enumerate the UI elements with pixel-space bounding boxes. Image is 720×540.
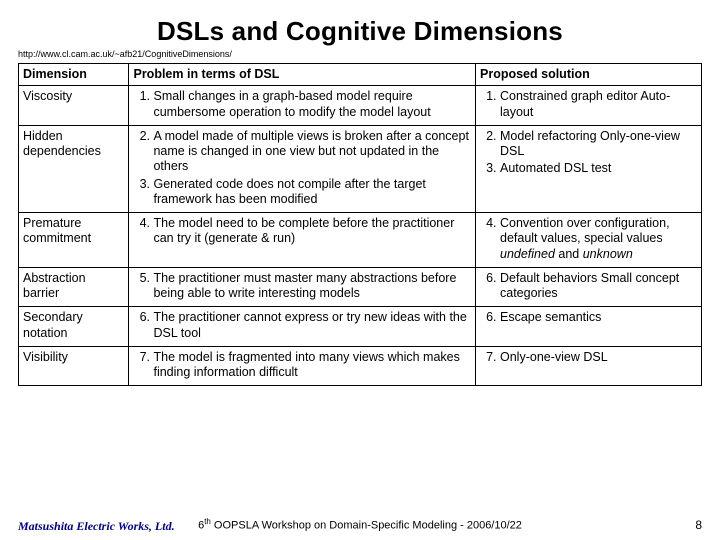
source-url: http://www.cl.cam.ac.uk/~afb21/Cognitive… (18, 49, 702, 59)
cell-solution: Convention over configuration, default v… (476, 213, 702, 268)
cell-problem: A model made of multiple views is broken… (129, 125, 476, 212)
cell-dimension: Hidden dependencies (19, 125, 129, 212)
slide: DSLs and Cognitive Dimensions http://www… (0, 0, 720, 540)
cell-dimension: Viscosity (19, 86, 129, 126)
footer-event: 6th OOPSLA Workshop on Domain-Specific M… (0, 517, 720, 532)
text-superscript: th (204, 517, 211, 526)
table-row: Premature commitment The model need to b… (19, 213, 702, 268)
cell-solution: Escape semantics (476, 307, 702, 347)
text-italic: undefined (500, 247, 555, 261)
table-header-row: Dimension Problem in terms of DSL Propos… (19, 64, 702, 86)
list-item: Automated DSL test (500, 161, 697, 176)
cell-dimension: Secondary notation (19, 307, 129, 347)
col-problem: Problem in terms of DSL (129, 64, 476, 86)
cell-problem: The practitioner cannot express or try n… (129, 307, 476, 347)
cell-problem: The model is fragmented into many views … (129, 346, 476, 386)
text: Convention over configuration, default v… (500, 216, 670, 245)
cell-dimension: Premature commitment (19, 213, 129, 268)
list-item: The practitioner cannot express or try n… (153, 310, 471, 341)
list-item: Model refactoring Only-one-view DSL (500, 129, 697, 160)
list-item: The practitioner must master many abstra… (153, 271, 471, 302)
table-row: Visibility The model is fragmented into … (19, 346, 702, 386)
list-item: Generated code does not compile after th… (153, 177, 471, 208)
cell-solution: Default behaviors Small concept categori… (476, 267, 702, 307)
page-number: 8 (695, 518, 702, 532)
col-dimension: Dimension (19, 64, 129, 86)
table-row: Viscosity Small changes in a graph-based… (19, 86, 702, 126)
text-italic: unknown (583, 247, 633, 261)
table-row: Hidden dependencies A model made of mult… (19, 125, 702, 212)
cell-solution: Model refactoring Only-one-view DSL Auto… (476, 125, 702, 212)
list-item: A model made of multiple views is broken… (153, 129, 471, 175)
list-item: Escape semantics (500, 310, 697, 325)
list-item: Default behaviors Small concept categori… (500, 271, 697, 302)
cell-dimension: Visibility (19, 346, 129, 386)
list-item: Convention over configuration, default v… (500, 216, 697, 262)
cell-problem: Small changes in a graph-based model req… (129, 86, 476, 126)
list-item: The model is fragmented into many views … (153, 350, 471, 381)
cell-problem: The model need to be complete before the… (129, 213, 476, 268)
list-item: Constrained graph editor Auto-layout (500, 89, 697, 120)
table-row: Secondary notation The practitioner cann… (19, 307, 702, 347)
dimensions-table: Dimension Problem in terms of DSL Propos… (18, 63, 702, 386)
cell-problem: The practitioner must master many abstra… (129, 267, 476, 307)
col-solution: Proposed solution (476, 64, 702, 86)
table-row: Abstraction barrier The practitioner mus… (19, 267, 702, 307)
list-item: Small changes in a graph-based model req… (153, 89, 471, 120)
page-title: DSLs and Cognitive Dimensions (18, 16, 702, 47)
text: OOPSLA Workshop on Domain-Specific Model… (211, 520, 522, 532)
cell-solution: Constrained graph editor Auto-layout (476, 86, 702, 126)
cell-dimension: Abstraction barrier (19, 267, 129, 307)
cell-solution: Only-one-view DSL (476, 346, 702, 386)
text: and (555, 247, 583, 261)
list-item: The model need to be complete before the… (153, 216, 471, 247)
list-item: Only-one-view DSL (500, 350, 697, 365)
